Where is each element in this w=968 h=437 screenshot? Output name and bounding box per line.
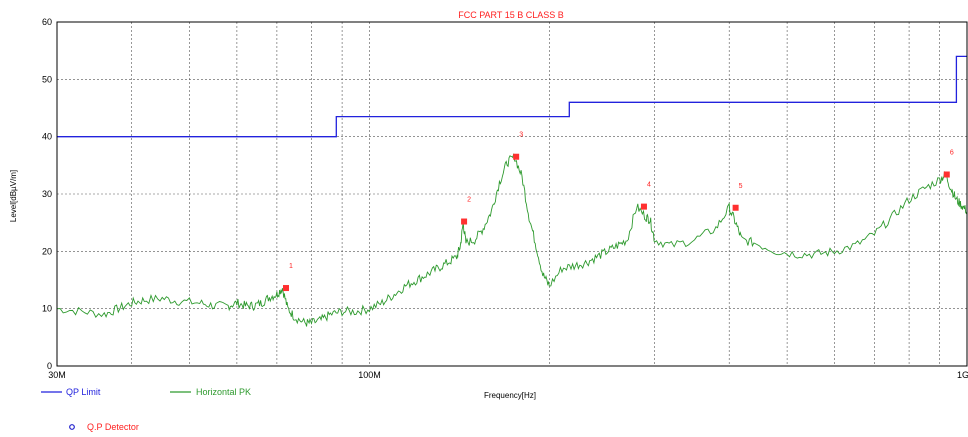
- qp-limit-line: [57, 55, 967, 138]
- y-tick-label: 30: [42, 189, 52, 199]
- axis-ticks: 0 10 20 30 40 50 60 30M 100M 1G: [42, 17, 968, 380]
- peak-marker: [943, 171, 950, 178]
- grid-lines: [57, 22, 967, 366]
- legend-detector-label: Q.P Detector: [87, 422, 139, 432]
- x-axis-label: Frequency[Hz]: [484, 391, 536, 400]
- peak-marker-label: 4: [647, 182, 651, 189]
- horizontal-pk-trace: [56, 153, 968, 327]
- peak-marker-label: 6: [950, 150, 954, 157]
- peak-marker: [282, 285, 289, 292]
- peak-marker-label: 1: [289, 263, 293, 270]
- y-tick-label: 0: [47, 361, 52, 371]
- peak-marker-label: 2: [467, 197, 471, 204]
- peak-marker-label: 3: [519, 132, 523, 139]
- series-layer: [56, 55, 968, 327]
- x-tick-label: 30M: [48, 370, 66, 380]
- y-axis-label: Level[dBµV/m]: [9, 170, 18, 222]
- peak-marker: [640, 203, 647, 210]
- legend-trace-label: Horizontal PK: [196, 387, 251, 397]
- y-tick-label: 60: [42, 17, 52, 27]
- chart-title: FCC PART 15 B CLASS B: [458, 10, 564, 20]
- legend-detector-icon: [69, 424, 75, 430]
- peak-marker: [513, 153, 520, 160]
- peak-marker-label: 5: [739, 183, 743, 190]
- y-tick-label: 10: [42, 304, 52, 314]
- y-tick-label: 40: [42, 132, 52, 142]
- y-tick-label: 20: [42, 246, 52, 256]
- y-tick-label: 50: [42, 74, 52, 84]
- x-tick-label: 1G: [957, 370, 968, 380]
- legend: QP Limit Horizontal PK Q.P Detector: [41, 387, 251, 432]
- legend-limit-label: QP Limit: [66, 387, 101, 397]
- plot-frame: [56, 21, 968, 367]
- peak-marker: [732, 204, 739, 211]
- x-tick-label: 100M: [358, 370, 381, 380]
- peak-markers: 1 2 3 4 5 6: [282, 132, 954, 292]
- peak-marker: [461, 218, 468, 225]
